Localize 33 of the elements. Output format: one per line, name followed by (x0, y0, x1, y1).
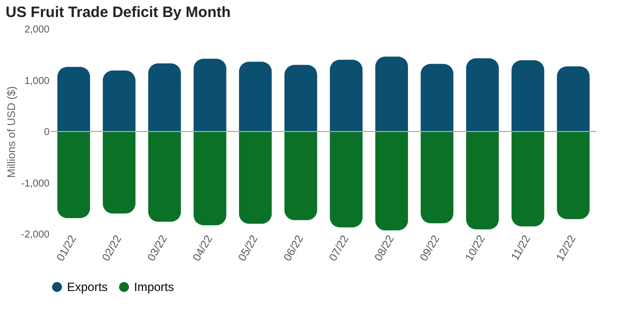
y-tick-label: 0 (44, 127, 50, 138)
bar (148, 63, 181, 132)
legend-label: Exports (67, 280, 108, 294)
bar (420, 64, 454, 132)
bar (102, 70, 136, 132)
y-tick-label: -2,000 (21, 230, 50, 240)
bar (420, 132, 454, 224)
y-axis-title: Millions of USD ($) (6, 86, 18, 178)
bar (57, 66, 90, 132)
bar (375, 132, 408, 230)
bar (194, 58, 226, 132)
bar (512, 132, 544, 226)
y-tick-label: 1,000 (24, 76, 50, 87)
bar (512, 60, 544, 132)
bar (556, 66, 590, 132)
bar (466, 132, 499, 230)
chart-title: US Fruit Trade Deficit By Month (6, 4, 231, 21)
bar (375, 56, 408, 132)
bar (330, 60, 363, 132)
bar (57, 132, 90, 218)
y-tick-label: 2,000 (24, 24, 50, 36)
bar (284, 132, 318, 220)
bar (556, 132, 590, 220)
legend-label: Imports (134, 280, 174, 294)
bar (239, 132, 272, 224)
bar (466, 58, 499, 132)
bar (284, 64, 318, 132)
bar (330, 132, 363, 228)
bar (239, 62, 272, 132)
bar (194, 132, 226, 226)
bar (102, 132, 136, 214)
y-tick-label: -1,000 (21, 178, 50, 190)
bar (148, 132, 181, 222)
